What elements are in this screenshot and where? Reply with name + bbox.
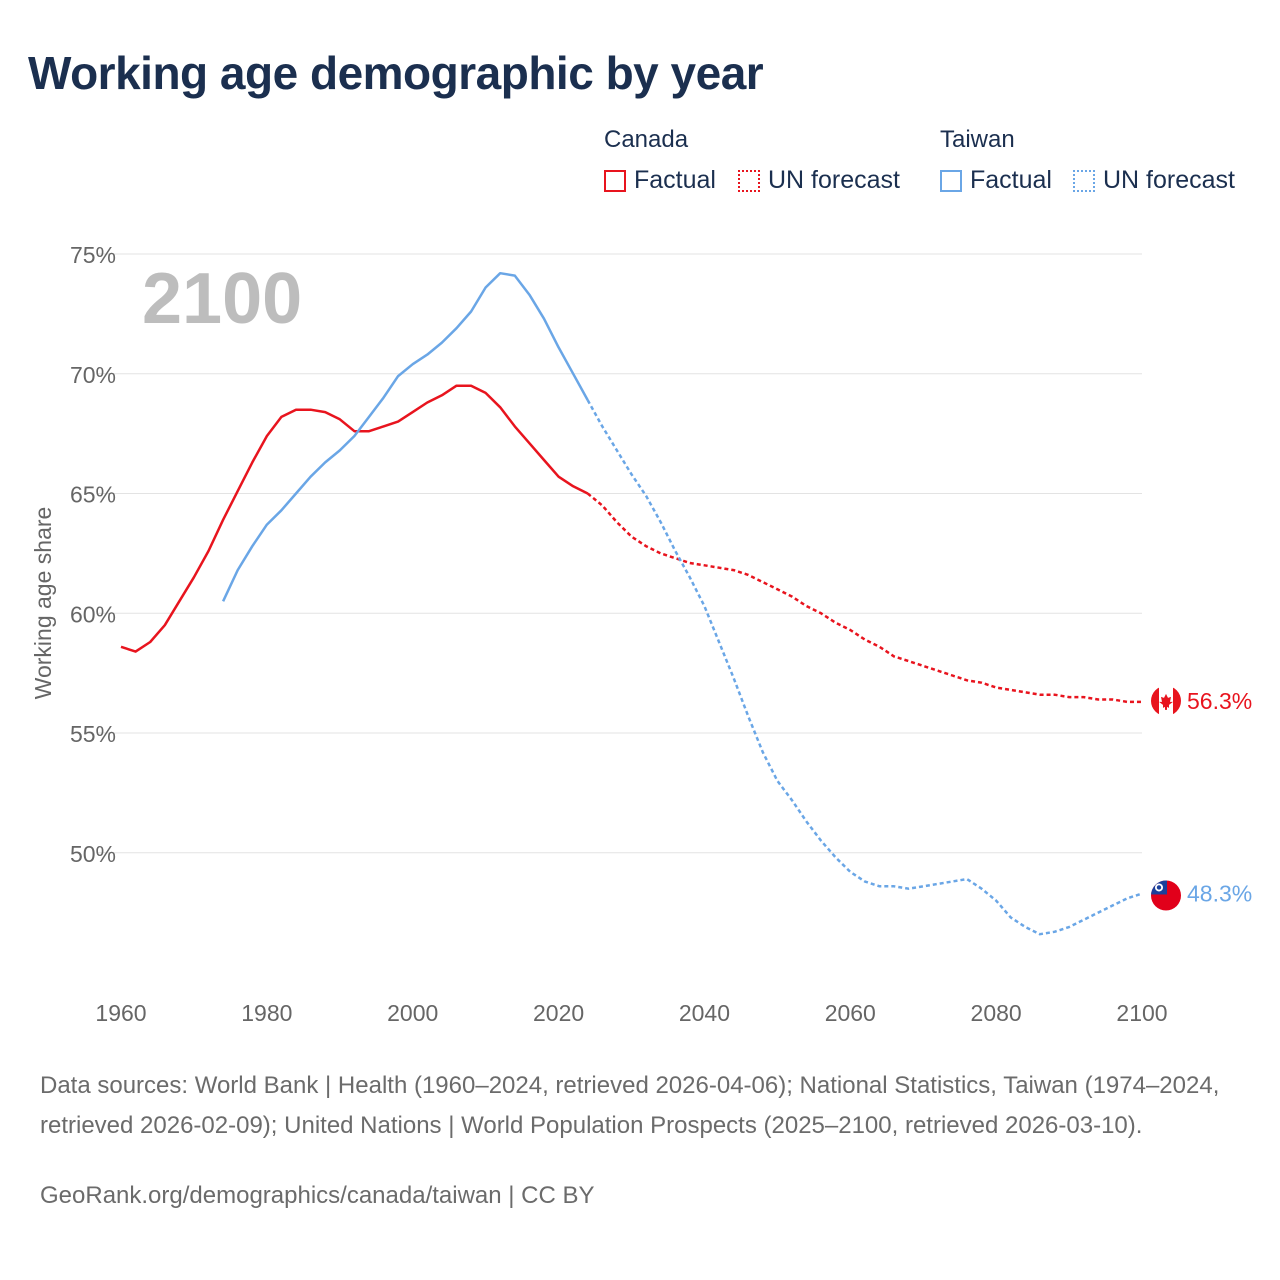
legend-label-taiwan-factual: Factual — [970, 166, 1052, 194]
y-tick-label: 70% — [70, 362, 116, 388]
x-tick-label: 2080 — [971, 1000, 1022, 1026]
canada-factual-line — [120, 384, 589, 653]
y-axis-label: Working age share — [30, 507, 56, 700]
canada-flag-icon — [1151, 685, 1181, 716]
y-tick-label: 75% — [70, 242, 116, 268]
y-tick-label: 55% — [70, 721, 116, 747]
legend-swatch-canada-forecast — [738, 169, 760, 192]
taiwan-end-label: 48.3% — [1187, 880, 1252, 906]
legend-swatch-canada-factual — [604, 169, 626, 192]
legend-swatch-taiwan-forecast — [1073, 169, 1095, 192]
legend-canada-factual[interactable]: Factual — [604, 166, 716, 195]
canada-forecast-line — [586, 492, 1142, 704]
x-tick-label: 2100 — [1116, 1000, 1167, 1026]
y-tick-label: 65% — [70, 482, 116, 508]
legend-canada-forecast[interactable]: UN forecast — [738, 166, 900, 195]
legend-taiwan-factual[interactable]: Factual — [940, 166, 1052, 195]
x-tick-label: 2060 — [825, 1000, 876, 1026]
canada-end-label: 56.3% — [1187, 688, 1252, 714]
legend-label-taiwan-forecast: UN forecast — [1103, 166, 1235, 194]
y-tick-label: 60% — [70, 601, 116, 627]
legend-swatch-taiwan-factual — [940, 169, 962, 192]
taiwan-factual-line — [221, 271, 589, 602]
line-chart: 50% 55% 60% 65% 70% 75% 1960 1980 2000 2020 2040 20… — [30, 242, 1252, 1026]
legend-group-taiwan: Taiwan — [940, 126, 1015, 153]
x-tick-label: 2040 — [679, 1000, 730, 1026]
taiwan-flag-icon — [1151, 880, 1181, 911]
chart-title: Working age demographic by year — [28, 47, 764, 99]
credit-link[interactable]: GeoRank.org/demographics/canada/taiwan |… — [40, 1182, 595, 1209]
x-tick-label: 1980 — [241, 1000, 292, 1026]
x-tick-label: 1960 — [95, 1000, 146, 1026]
y-tick-label: 50% — [70, 841, 116, 867]
legend-group-canada: Canada — [604, 126, 689, 153]
x-tick-label: 2000 — [387, 1000, 438, 1026]
data-sources: Data sources: World Bank | Health (1960–… — [40, 1072, 1220, 1139]
x-tick-label: 2020 — [533, 1000, 584, 1026]
taiwan-forecast-line — [586, 399, 1143, 936]
legend-label-canada-forecast: UN forecast — [768, 166, 900, 194]
year-watermark: 2100 — [142, 259, 302, 339]
legend-label-canada-factual: Factual — [634, 166, 716, 194]
legend-taiwan-forecast[interactable]: UN forecast — [1073, 166, 1235, 195]
